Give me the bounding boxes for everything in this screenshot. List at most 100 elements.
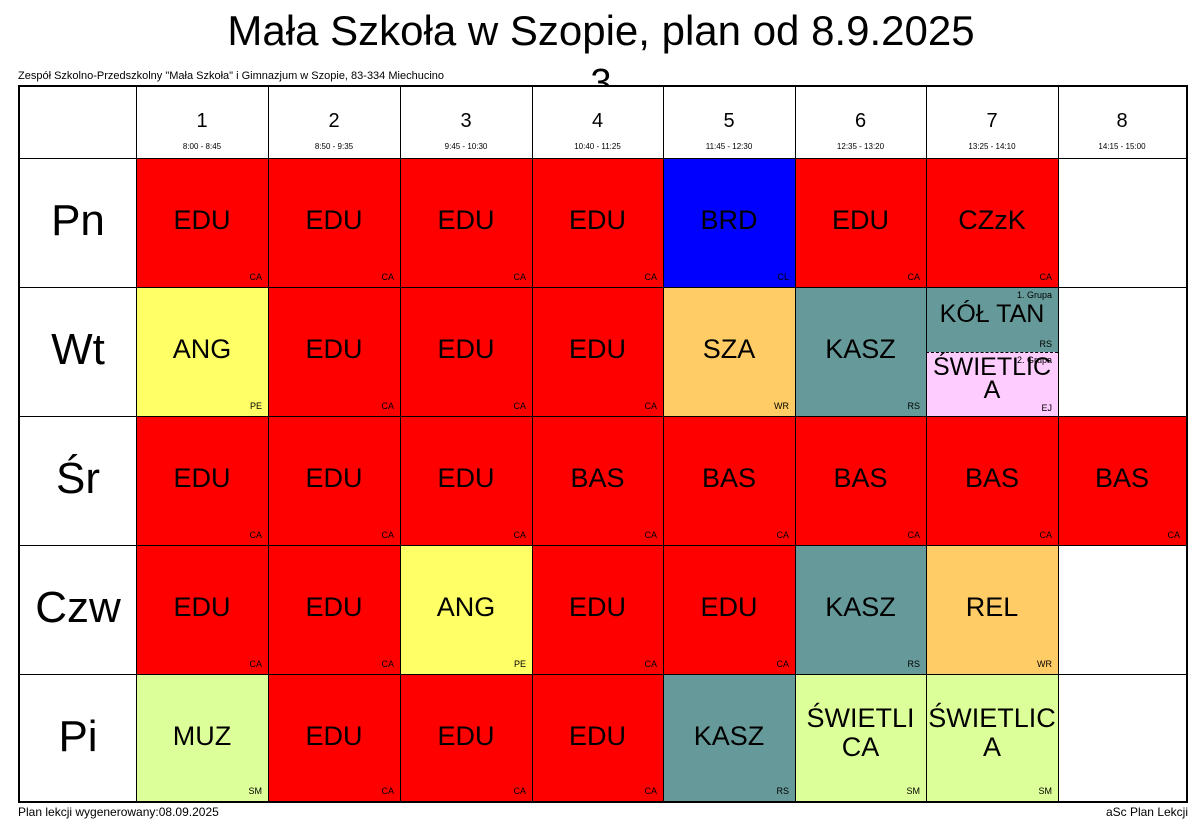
room-label: EJ [1041, 403, 1052, 413]
lesson-cell[interactable]: EDU CA [136, 158, 268, 287]
room-label: CA [776, 530, 789, 540]
day-label: Czw [35, 583, 121, 632]
subject-label: EDU [437, 334, 495, 364]
lesson-cell[interactable]: KASZ RS [795, 287, 926, 416]
lesson-cell[interactable]: KASZ RS [795, 545, 926, 674]
generated-date: Plan lekcji wygenerowany:08.09.2025 [18, 805, 219, 819]
room-label: CA [1039, 530, 1052, 540]
lesson-cell[interactable]: EDU CA [400, 158, 532, 287]
period-header: 8 14:15 - 15:00 [1058, 87, 1186, 159]
room-label: SM [1038, 786, 1053, 796]
room-label: CA [907, 530, 920, 540]
lesson-cell[interactable]: EDU CA [268, 416, 400, 545]
period-number: 7 [986, 110, 998, 132]
period-header: 1 8:00 - 8:45 [136, 87, 268, 159]
lesson-group-cell[interactable]: 2. Grupa ŚWIETLICA EJ [926, 352, 1058, 416]
lesson-cell[interactable]: BAS CA [532, 416, 663, 545]
lesson-cell[interactable]: ANG PE [136, 287, 268, 416]
lesson-cell[interactable]: ANG PE [400, 545, 532, 674]
room-label: RS [907, 659, 920, 669]
lesson-cell[interactable]: EDU CA [268, 287, 400, 416]
period-header: 2 8:50 - 9:35 [268, 87, 400, 159]
lesson-cell[interactable]: EDU CA [400, 416, 532, 545]
day-label: Pn [51, 196, 105, 245]
room-label: RS [907, 401, 920, 411]
lesson-cell[interactable]: BAS CA [926, 416, 1058, 545]
lesson-cell[interactable]: EDU CA [268, 158, 400, 287]
lesson-cell[interactable]: EDU CA [532, 287, 663, 416]
grid-column-line [532, 87, 533, 801]
period-number: 3 [460, 110, 472, 132]
room-label: CA [381, 786, 394, 796]
lesson-cell[interactable]: EDU CA [795, 158, 926, 287]
room-label: RS [1039, 339, 1052, 349]
room-label: CA [776, 659, 789, 669]
day-label: Śr [56, 454, 100, 503]
period-time: 10:40 - 11:25 [574, 142, 621, 151]
lesson-cell[interactable]: EDU CA [400, 287, 532, 416]
lesson-cell[interactable]: EDU CA [532, 545, 663, 674]
room-label: CA [513, 401, 526, 411]
lesson-cell[interactable]: EDU CA [268, 545, 400, 674]
lesson-cell[interactable]: EDU CA [532, 674, 663, 801]
subject-label: KASZ [825, 592, 896, 622]
lesson-cell[interactable]: BRD CL [663, 158, 795, 287]
period-number: 5 [723, 110, 735, 132]
subject-label: ŚWIETLICA [806, 703, 915, 762]
subject-label: EDU [437, 463, 495, 493]
room-label: CA [644, 272, 657, 282]
lesson-cell[interactable]: EDU CA [532, 158, 663, 287]
subject-label: REL [965, 592, 1019, 622]
grid-row-line [20, 545, 1186, 546]
subject-label: BRD [700, 205, 758, 235]
lesson-cell[interactable]: EDU CA [400, 674, 532, 801]
room-label: CA [513, 786, 526, 796]
subject-label: BAS [1094, 463, 1150, 493]
grid-column-line [795, 87, 796, 801]
room-label: CA [249, 659, 262, 669]
room-label: CA [513, 530, 526, 540]
lesson-cell[interactable]: EDU CA [136, 416, 268, 545]
room-label: CA [249, 530, 262, 540]
room-label: CA [1039, 272, 1052, 282]
room-label: PE [249, 401, 262, 411]
subject-label: EDU [173, 592, 231, 622]
grid-row-line [20, 287, 1186, 288]
lesson-cell[interactable]: BAS CA [663, 416, 795, 545]
lesson-cell[interactable]: SZA WR [663, 287, 795, 416]
period-number: 8 [1116, 110, 1128, 132]
period-time: 12:35 - 13:20 [836, 142, 885, 151]
subject-label: BAS [570, 463, 625, 493]
subject-label: ŚWIETLICA [932, 353, 1052, 404]
lesson-cell[interactable]: KASZ RS [663, 674, 795, 801]
lesson-cell[interactable]: BAS CA [795, 416, 926, 545]
subject-label: EDU [437, 721, 495, 751]
room-label: WR [1037, 659, 1052, 669]
grid-row-line [20, 674, 1186, 675]
timetable-grid: EDU CA EDU CA EDU CA EDU CA BRD CL EDU CA CZzK CA ANG P… [18, 85, 1188, 803]
subject-label: EDU [568, 334, 626, 364]
lesson-cell[interactable]: REL WR [926, 545, 1058, 674]
lesson-cell[interactable]: EDU CA [268, 674, 400, 801]
room-label: SM [248, 786, 263, 796]
lesson-cell[interactable]: EDU CA [136, 545, 268, 674]
lesson-cell[interactable]: CZzK CA [926, 158, 1058, 287]
lesson-cell[interactable]: BAS CA [1058, 416, 1186, 545]
lesson-cell[interactable]: 1. Grupa KÓŁ TAN RS 2. Grupa ŚWIETLICA EJ [926, 287, 1058, 416]
lesson-cell[interactable]: ŚWIETLICA SM [926, 674, 1058, 801]
grid-column-line [136, 87, 137, 801]
period-time: 9:45 - 10:30 [444, 142, 488, 151]
period-time: 8:00 - 8:45 [182, 142, 222, 151]
lesson-cell[interactable]: EDU CA [663, 545, 795, 674]
period-time: 14:15 - 15:00 [1098, 142, 1146, 151]
lesson-cell[interactable]: MUZ SM [136, 674, 268, 801]
lesson-group-cell[interactable]: 1. Grupa KÓŁ TAN RS [926, 287, 1058, 352]
period-header: 5 11:45 - 12:30 [663, 87, 795, 159]
subject-label: BAS [833, 463, 888, 493]
lesson-cell[interactable]: ŚWIETLICA SM [795, 674, 926, 801]
room-label: CA [249, 272, 262, 282]
period-header: 7 13:25 - 14:10 [926, 87, 1058, 159]
subject-label: ANG [436, 592, 496, 622]
group-label: 2. Grupa [1016, 355, 1052, 365]
grid-row-line [20, 416, 1186, 417]
